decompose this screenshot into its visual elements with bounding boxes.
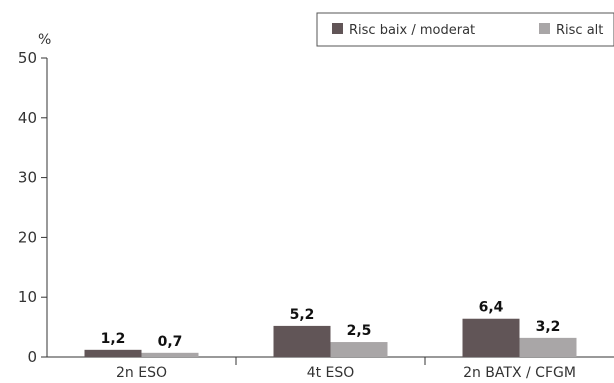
y-tick-label: 40 [18, 109, 37, 127]
legend-swatch-risc-alt [539, 23, 550, 34]
bar-value-label: 5,2 [290, 307, 315, 323]
bar-value-label: 6,4 [479, 300, 504, 316]
legend: Risc baix / moderat Risc alt [316, 12, 614, 47]
y-tick-label: 20 [18, 228, 37, 246]
bar [273, 325, 331, 357]
data-labels: 1,2 0,7 5,2 2,5 6,4 3,2 [101, 300, 561, 350]
bars [84, 318, 577, 357]
y-tick-label: 50 [18, 49, 37, 67]
y-tick-label: 10 [18, 288, 37, 306]
x-category-label: 2n BATX / CFGM [463, 365, 576, 381]
y-axis-unit-label: % [38, 32, 51, 48]
bar [462, 318, 520, 357]
bar-value-label: 0,7 [158, 334, 183, 350]
x-category-label: 4t ESO [307, 365, 355, 381]
bar-value-label: 3,2 [536, 319, 561, 335]
bar-value-label: 1,2 [101, 331, 126, 347]
bar [84, 349, 142, 357]
bar-value-label: 2,5 [347, 323, 372, 339]
bar [141, 352, 199, 357]
legend-label-risc-baix-moderat: Risc baix / moderat [349, 23, 475, 38]
y-tick-label: 0 [27, 348, 37, 366]
x-category-label: 2n ESO [116, 365, 167, 381]
y-tick-label: 30 [18, 169, 37, 187]
legend-label-risc-alt: Risc alt [556, 23, 603, 38]
legend-frame [316, 12, 614, 47]
legend-swatch-risc-baix-moderat [332, 23, 343, 34]
bar [330, 342, 388, 357]
bar [519, 337, 577, 357]
